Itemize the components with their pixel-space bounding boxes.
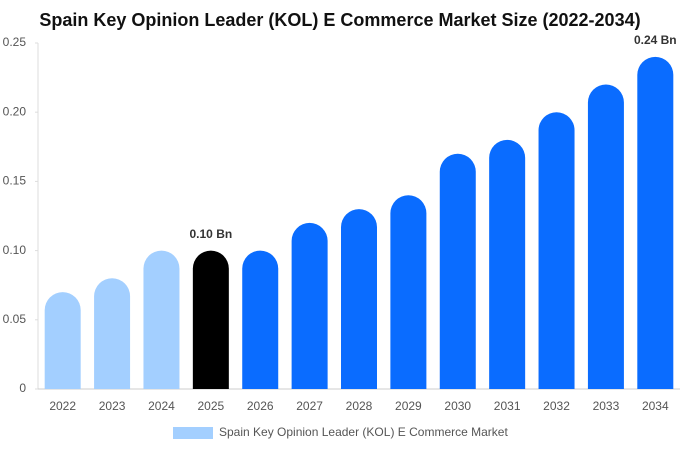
y-tick-label: 0 — [19, 381, 26, 395]
x-tick-label: 2031 — [494, 399, 521, 413]
y-tick-label: 0.20 — [3, 104, 27, 118]
legend-label: Spain Key Opinion Leader (KOL) E Commerc… — [219, 425, 508, 439]
chart-title: Spain Key Opinion Leader (KOL) E Commerc… — [39, 10, 640, 30]
x-tick-label: 2026 — [247, 399, 274, 413]
bar — [489, 139, 526, 389]
x-tick-label: 2027 — [296, 399, 323, 413]
bar — [390, 195, 427, 389]
bar — [291, 222, 328, 389]
x-tick-label: 2034 — [642, 399, 669, 413]
x-tick-label: 2022 — [49, 399, 76, 413]
value-label: 0.24 Bn — [634, 33, 677, 47]
bar — [637, 56, 674, 390]
value-label: 0.10 Bn — [190, 227, 233, 241]
x-tick-label: 2032 — [543, 399, 570, 413]
bar — [94, 278, 131, 389]
bar — [538, 112, 575, 389]
bar — [341, 209, 377, 389]
x-tick-label: 2023 — [99, 399, 126, 413]
x-tick-label: 2033 — [593, 399, 620, 413]
x-tick-label: 2030 — [444, 399, 471, 413]
x-tick-label: 2025 — [197, 399, 224, 413]
y-tick-label: 0.10 — [3, 243, 27, 257]
legend-swatch — [173, 427, 213, 439]
bar — [242, 250, 279, 389]
bar — [439, 153, 476, 389]
y-tick-label: 0.25 — [3, 35, 27, 49]
bar — [44, 292, 81, 389]
bar — [192, 250, 229, 389]
y-tick-label: 0.15 — [3, 174, 27, 188]
bar — [143, 250, 180, 389]
y-tick-label: 0.05 — [3, 312, 27, 326]
x-tick-label: 2029 — [395, 399, 422, 413]
bar — [587, 84, 624, 390]
x-tick-label: 2028 — [346, 399, 373, 413]
x-tick-label: 2024 — [148, 399, 175, 413]
